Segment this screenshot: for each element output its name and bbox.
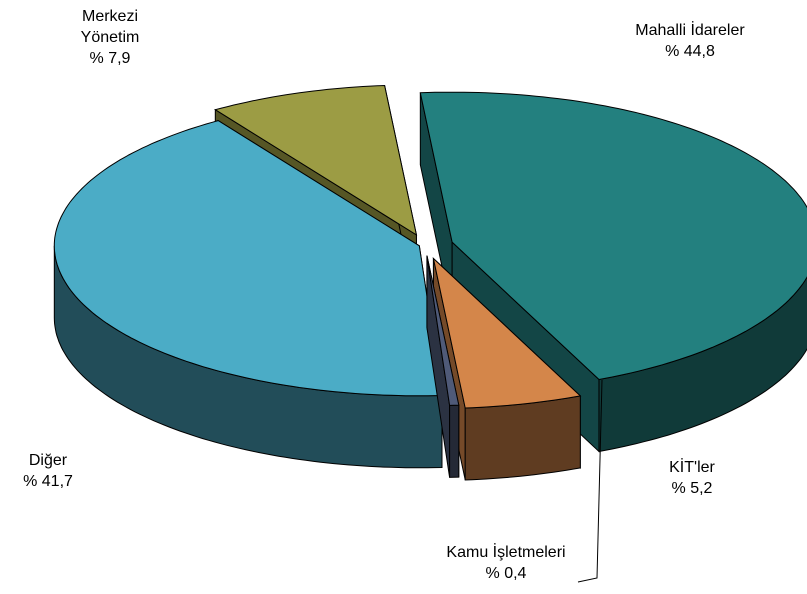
leader-line [577, 379, 603, 583]
value-label: % 5,2 [671, 480, 713, 497]
slice-top [53, 120, 443, 397]
slice-label: Kamu İşletmeleri % 0,4 [446, 542, 565, 584]
slice-label: Mahalli İdareler % 44,8 [635, 20, 744, 62]
slice-top [432, 257, 582, 409]
category-label: Diğer [28, 452, 68, 469]
slice [426, 255, 460, 478]
slice-label: KİT'ler % 5,2 [669, 457, 715, 499]
category-label: Merkezi Yönetim [80, 8, 140, 46]
value-label: % 44,8 [665, 43, 715, 60]
value-label: % 0,4 [485, 565, 527, 582]
slice-top [419, 91, 807, 381]
slice [53, 119, 443, 469]
category-label: Kamu İşletmeleri [446, 544, 566, 561]
value-label: % 7,9 [89, 50, 131, 67]
slice-top [214, 84, 418, 236]
slice-label: Merkezi Yönetim % 7,9 [70, 6, 150, 69]
slice-top [426, 255, 460, 406]
slice-side [449, 404, 460, 478]
category-label: Mahalli İdareler [635, 22, 745, 39]
slice-label: Diğer % 41,7 [23, 450, 73, 492]
category-label: KİT'ler [669, 459, 715, 476]
value-label: % 41,7 [23, 473, 73, 490]
slice-side [464, 395, 581, 481]
